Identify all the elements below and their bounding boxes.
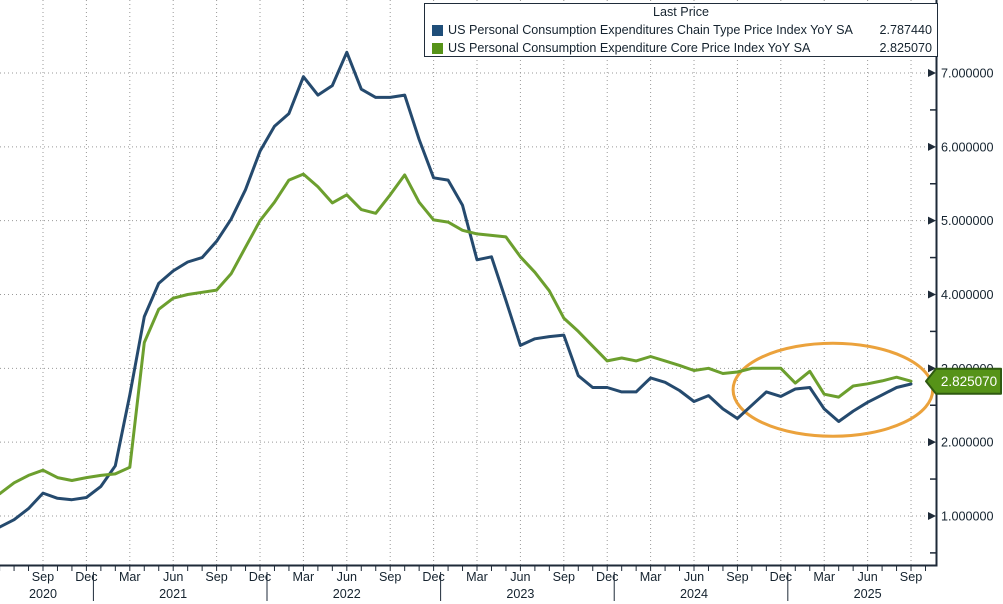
legend-last-price: 2.787440 <box>879 23 932 37</box>
x-year-label: 2023 <box>506 587 534 601</box>
core-pce-line <box>0 172 913 496</box>
y-tick-arrow-icon <box>928 364 936 373</box>
chart-legend: Last Price US Personal Consumption Expen… <box>424 3 938 57</box>
y-tick-label: 7.000000 <box>941 67 994 81</box>
y-tick-label: 4.000000 <box>941 288 994 302</box>
y-tick-label: 2.000000 <box>941 436 994 450</box>
last-price-flag: 2.825070 <box>925 367 1002 395</box>
x-tick-label: Sep <box>726 570 748 584</box>
legend-label: US Personal Consumption Expenditure Core… <box>448 41 811 55</box>
x-tick-label: Dec <box>422 570 444 584</box>
headline-series-swatch-icon <box>432 24 443 36</box>
x-year-label: 2025 <box>854 587 882 601</box>
y-tick-arrow-icon <box>928 142 936 151</box>
x-tick-label: Dec <box>249 570 271 584</box>
x-tick-label: Dec <box>75 570 97 584</box>
y-tick-arrow-icon <box>928 290 936 299</box>
x-tick-label: Dec <box>770 570 792 584</box>
x-tick-label: Jun <box>857 570 877 584</box>
y-tick-arrow-icon <box>928 69 936 77</box>
x-tick-label: Jun <box>163 570 183 584</box>
legend-last-price: 2.825070 <box>879 41 932 55</box>
y-tick-label: 5.000000 <box>941 214 994 228</box>
x-tick-label: Mar <box>466 570 488 584</box>
x-tick-label: Jun <box>510 570 530 584</box>
x-year-label: 2024 <box>680 587 708 601</box>
core-series-swatch-icon <box>432 42 443 54</box>
horizontal-gridlines <box>0 72 936 517</box>
y-tick-arrow-icon <box>928 511 936 520</box>
y-tick-arrow-icon <box>928 438 936 447</box>
legend-title: Last Price <box>653 5 709 19</box>
last-price-flag-shape <box>925 367 1002 395</box>
y-tick-label: 1.000000 <box>941 509 994 523</box>
legend-row-core-pce: US Personal Consumption Expenditure Core… <box>425 39 937 57</box>
legend-row-headline-pce: US Personal Consumption Expenditures Cha… <box>425 21 937 39</box>
x-tick-label: Dec <box>596 570 618 584</box>
highlight-ellipse-annotation <box>731 341 935 438</box>
y-axis-labels: 1.0000002.0000003.0000004.0000005.000000… <box>928 35 994 554</box>
x-year-label: 2022 <box>333 587 361 601</box>
x-year-label: 2020 <box>29 587 57 601</box>
headline-pce-line <box>0 50 913 529</box>
x-tick-label: Sep <box>379 570 401 584</box>
legend-label: US Personal Consumption Expenditures Cha… <box>448 23 853 37</box>
y-tick-arrow-icon <box>928 216 936 225</box>
x-tick-label: Mar <box>119 570 141 584</box>
x-tick-label: Mar <box>293 570 315 584</box>
x-tick-label: Sep <box>32 570 54 584</box>
x-tick-label: Sep <box>900 570 922 584</box>
x-year-label: 2021 <box>159 587 187 601</box>
x-tick-label: Jun <box>684 570 704 584</box>
x-axis-labels: Sep Dec Mar Jun Sep Dec Mar Jun Sep Dec Mar Jun Sep D… <box>29 570 922 601</box>
x-tick-label: Sep <box>553 570 575 584</box>
last-price-flag-value: 2.825070 <box>941 374 997 389</box>
month-ticks <box>0 566 926 571</box>
x-tick-label: Mar <box>640 570 662 584</box>
y-tick-label: 6.000000 <box>941 140 994 154</box>
vertical-gridlines <box>42 0 912 565</box>
x-tick-label: Jun <box>337 570 357 584</box>
x-tick-label: Sep <box>205 570 227 584</box>
x-tick-label: Mar <box>813 570 835 584</box>
